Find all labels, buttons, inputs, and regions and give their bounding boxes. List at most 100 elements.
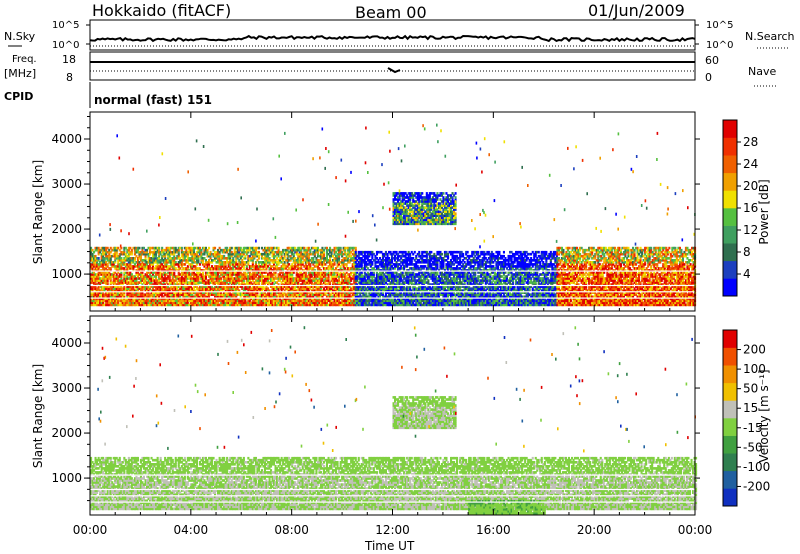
heatmap-cell — [109, 295, 112, 299]
heatmap-cell — [381, 283, 384, 286]
heatmap-cell — [94, 273, 97, 276]
heatmap-cell — [164, 261, 167, 264]
heatmap-cell — [238, 303, 241, 307]
heatmap-cell — [356, 263, 359, 266]
heatmap-cell — [192, 281, 195, 284]
heatmap-cell — [103, 248, 106, 252]
heatmap-cell — [111, 295, 114, 299]
heatmap-cell — [359, 291, 362, 294]
heatmap-cell — [276, 250, 279, 254]
heatmap-cell — [164, 287, 167, 290]
heatmap-cell — [273, 271, 276, 274]
heatmap-cell — [277, 291, 280, 294]
heatmap-cell — [209, 271, 212, 274]
heatmap-cell — [220, 261, 223, 264]
heatmap-cell — [298, 252, 301, 256]
heatmap-cell — [135, 297, 138, 301]
heatmap-cell — [188, 297, 191, 301]
heatmap-cell — [351, 297, 354, 301]
heatmap-cell — [375, 281, 378, 284]
heatmap-cell — [173, 263, 176, 266]
heatmap-cell — [235, 273, 238, 276]
heatmap-cell — [398, 287, 401, 290]
heatmap-cell — [306, 246, 309, 250]
heatmap-cell — [158, 257, 161, 260]
heatmap-cell — [109, 291, 112, 294]
heatmap-cell — [310, 297, 313, 301]
heatmap-cell — [359, 279, 362, 282]
heatmap-cell — [338, 289, 341, 292]
heatmap-cell — [321, 250, 324, 254]
heatmap-cell — [288, 287, 291, 290]
heatmap-cell — [351, 257, 354, 260]
heatmap-cell — [152, 261, 155, 264]
heatmap-cell — [357, 303, 360, 307]
heatmap-cell — [300, 301, 303, 305]
heatmap-cell — [254, 265, 257, 268]
heatmap-cell — [257, 275, 260, 278]
heatmap-cell — [397, 267, 400, 270]
heatmap-cell — [389, 301, 392, 305]
heatmap-cell — [288, 283, 291, 286]
heatmap-cell — [313, 297, 316, 301]
heatmap-cell — [375, 285, 378, 288]
heatmap-cell — [262, 257, 265, 260]
heatmap-cell — [176, 263, 179, 266]
heatmap-cell — [365, 291, 368, 294]
heatmap-cell — [313, 303, 316, 307]
heatmap-cell — [132, 283, 135, 286]
heatmap-cell — [297, 259, 300, 262]
heatmap-cell — [165, 295, 168, 299]
heatmap-cell — [276, 263, 279, 266]
heatmap-cell — [127, 295, 130, 299]
heatmap-cell — [146, 267, 149, 270]
heatmap-cell — [244, 283, 247, 286]
heatmap-cell — [158, 299, 161, 303]
heatmap-cell — [197, 259, 200, 262]
heatmap-cell — [319, 301, 322, 305]
heatmap-cell — [398, 293, 401, 296]
heatmap-cell — [301, 287, 304, 290]
heatmap-cell — [318, 283, 321, 286]
heatmap-cell — [212, 267, 215, 270]
heatmap-cell — [103, 277, 106, 280]
heatmap-cell — [97, 271, 100, 274]
heatmap-cell — [339, 271, 342, 274]
heatmap-cell — [208, 285, 211, 288]
heatmap-cell — [274, 281, 277, 284]
heatmap-cell — [242, 293, 245, 296]
heatmap-cell — [133, 263, 136, 266]
heatmap-cell — [348, 252, 351, 256]
heatmap-cell — [285, 285, 288, 288]
heatmap-cell — [180, 297, 183, 301]
heatmap-cell — [168, 281, 171, 284]
heatmap-cell — [350, 277, 353, 280]
heatmap-cell — [197, 287, 200, 290]
heatmap-cell — [232, 263, 235, 266]
heatmap-cell — [158, 265, 161, 268]
heatmap-cell — [183, 250, 186, 254]
heatmap-cell — [270, 265, 273, 268]
heatmap-cell — [301, 273, 304, 276]
heatmap-cell — [374, 281, 377, 284]
heatmap-cell — [158, 271, 161, 274]
heatmap-cell — [130, 275, 133, 278]
heatmap-cell — [186, 293, 189, 296]
heatmap-cell — [354, 283, 357, 286]
heatmap-cell — [360, 303, 363, 307]
heatmap-cell — [194, 295, 197, 299]
heatmap-cell — [146, 261, 149, 264]
heatmap-cell — [304, 254, 307, 258]
heatmap-cell — [203, 303, 206, 307]
heatmap-cell — [141, 291, 144, 294]
heatmap-cell — [226, 250, 229, 254]
heatmap-cell — [212, 303, 215, 307]
heatmap-cell — [360, 252, 363, 256]
heatmap-cell — [114, 246, 117, 250]
heatmap-cell — [294, 261, 297, 264]
heatmap-cell — [206, 301, 209, 305]
heatmap-cell — [176, 287, 179, 290]
heatmap-cell — [188, 293, 191, 296]
heatmap-cell — [279, 295, 282, 299]
heatmap-cell — [168, 269, 171, 272]
